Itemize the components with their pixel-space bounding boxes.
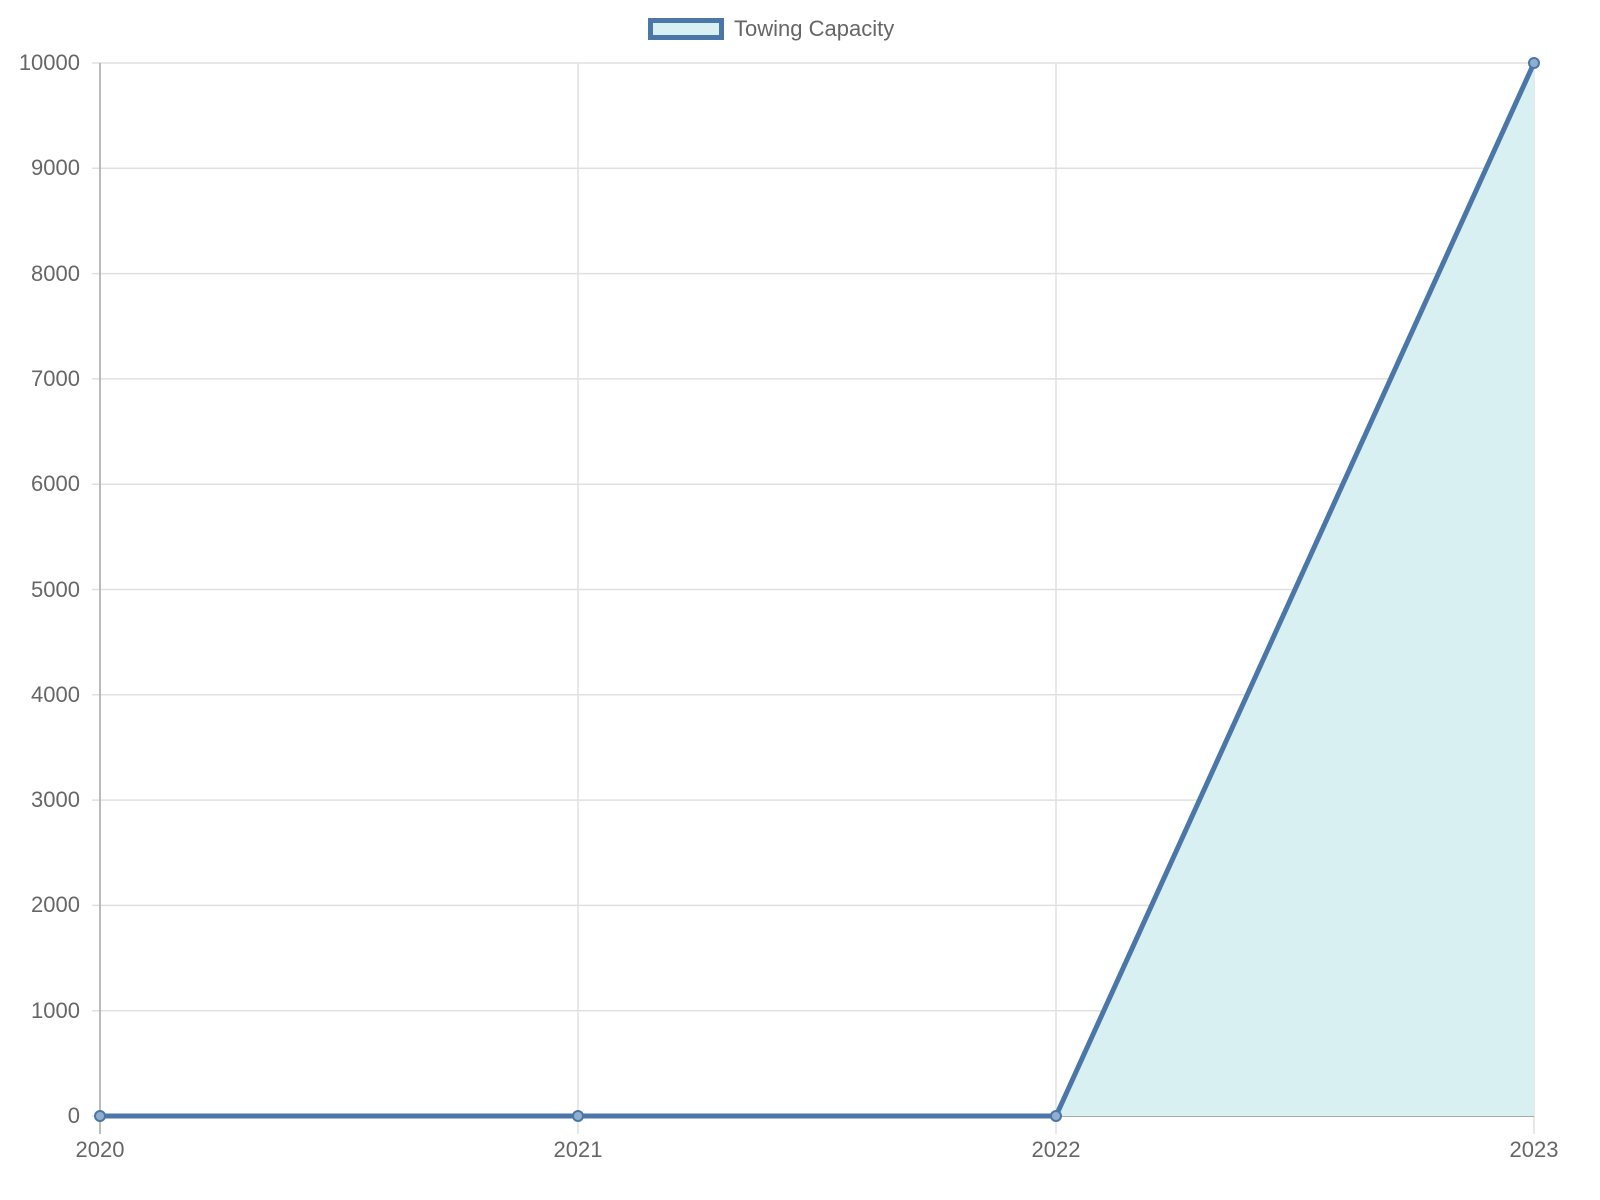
y-tick-label: 2000: [31, 892, 80, 918]
y-tick-label: 9000: [31, 155, 80, 181]
x-tick-label: 2022: [1031, 1137, 1081, 1162]
y-tick-label: 10000: [18, 50, 80, 75]
y-tick-label: 7000: [31, 365, 80, 391]
x-tick-label: 2020: [75, 1137, 125, 1162]
series-line: [100, 61, 1537, 1119]
y-tick-label: 6000: [31, 471, 80, 497]
data-point: [1050, 1110, 1062, 1122]
x-tick-label: 2023: [1509, 1137, 1559, 1162]
data-point: [94, 1110, 106, 1122]
legend-swatch-towing-capacity: [648, 18, 724, 40]
y-tick-label: 3000: [31, 787, 80, 813]
x-tick-label: 2021: [553, 1137, 603, 1162]
y-tick-label: 5000: [31, 576, 80, 602]
y-tick-label: 1000: [31, 997, 80, 1023]
data-point: [572, 1110, 584, 1122]
data-point: [1528, 57, 1540, 69]
y-tick-label: 4000: [31, 681, 80, 707]
legend-label: Towing Capacity: [734, 16, 895, 41]
y-tick-label: 0: [67, 1103, 80, 1128]
y-tick-label: 8000: [31, 260, 80, 286]
chart-legend[interactable]: Towing Capacity: [648, 16, 894, 42]
